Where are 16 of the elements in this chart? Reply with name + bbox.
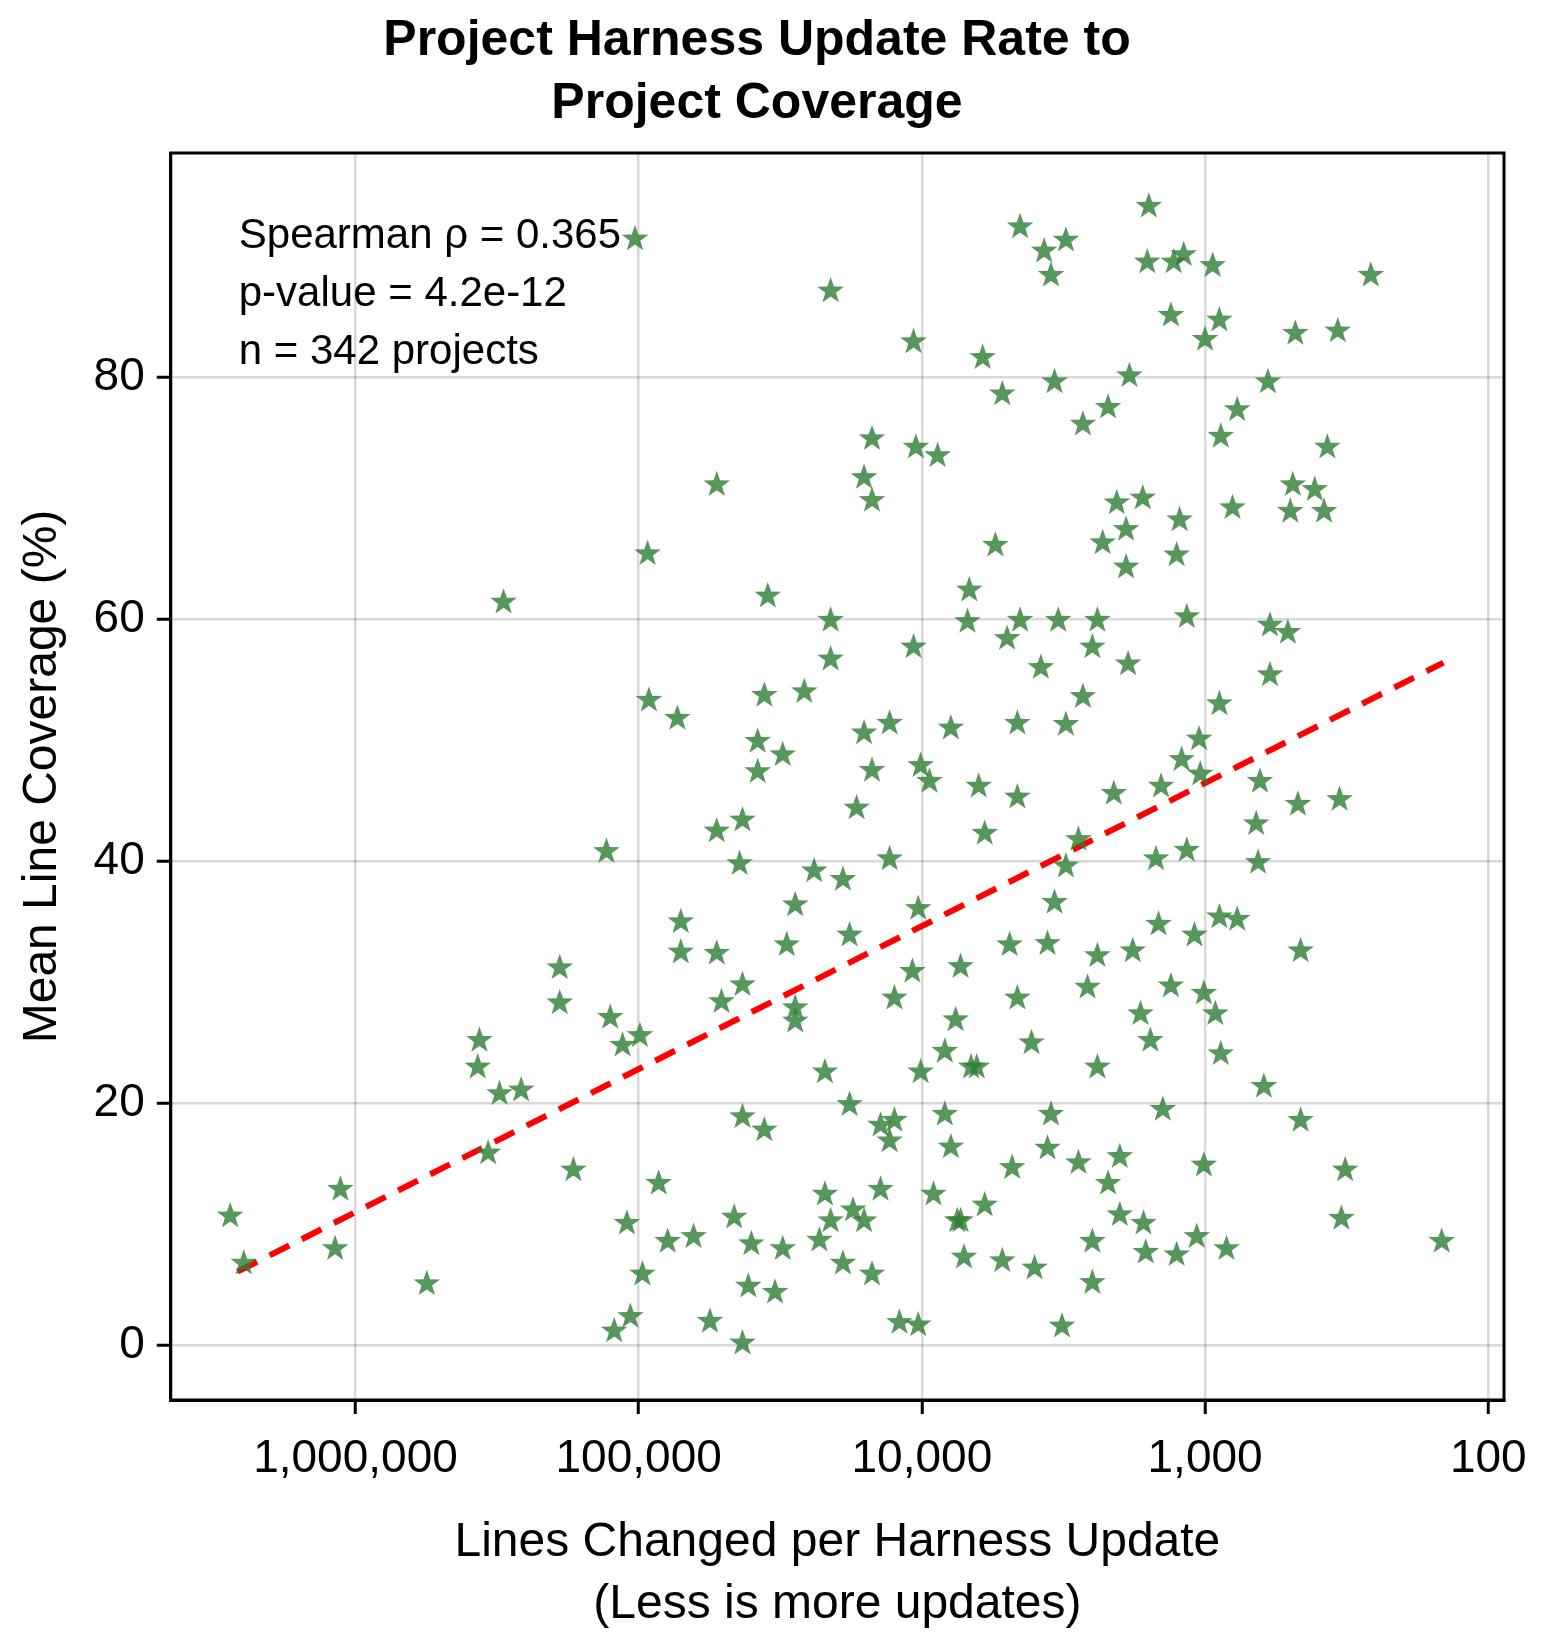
y-tick-label: 0 [119, 1316, 145, 1369]
annotation: n = 342 projects [238, 325, 539, 373]
x-tick-label: 10,000 [851, 1430, 993, 1483]
y-tick-label: 40 [93, 831, 145, 884]
x-tick-label: 100 [1449, 1430, 1527, 1483]
annotation: Spearman ρ = 0.365 [238, 209, 622, 257]
y-axis-title: Mean Line Coverage (%) [13, 509, 67, 1044]
y-tick-label: 80 [93, 347, 145, 400]
x-axis-title: Lines Changed per Harness Update (Less is more updates) [454, 1512, 1221, 1629]
annotation: p-value = 4.2e-12 [238, 267, 567, 315]
x-tick-label: 100,000 [555, 1430, 722, 1483]
x-tick-label: 1,000,000 [253, 1430, 458, 1483]
y-tick-label: 60 [93, 589, 145, 642]
x-tick-label: 1,000 [1147, 1430, 1263, 1483]
y-tick-label: 20 [93, 1074, 145, 1127]
chart-title: Project Harness Update Rate to Project Coverage [383, 10, 1131, 129]
